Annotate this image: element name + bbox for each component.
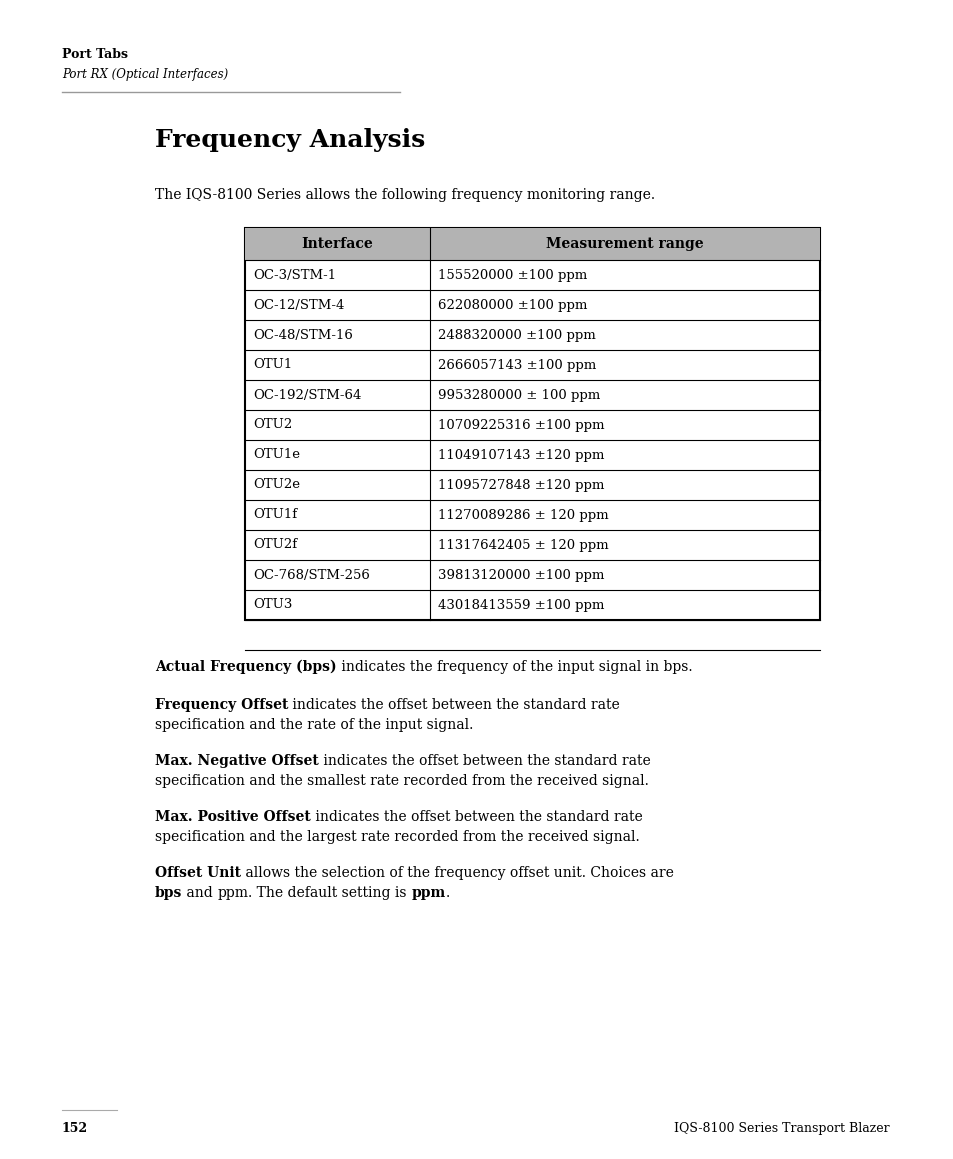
Text: 11095727848 ±120 ppm: 11095727848 ±120 ppm (437, 479, 604, 491)
Text: 9953280000 ± 100 ppm: 9953280000 ± 100 ppm (437, 388, 599, 401)
Text: OC-3/STM-1: OC-3/STM-1 (253, 269, 335, 282)
Text: OC-12/STM-4: OC-12/STM-4 (253, 299, 344, 312)
Text: Frequency Analysis: Frequency Analysis (154, 127, 425, 152)
Text: . The default setting is: . The default setting is (248, 885, 411, 901)
Text: indicates the offset between the standard rate: indicates the offset between the standar… (288, 698, 619, 712)
Text: OTU2f: OTU2f (253, 539, 296, 552)
Text: indicates the offset between the standard rate: indicates the offset between the standar… (318, 755, 650, 768)
Text: Port Tabs: Port Tabs (62, 48, 128, 61)
Text: Offset Unit: Offset Unit (154, 866, 241, 880)
Text: indicates the offset between the standard rate: indicates the offset between the standar… (311, 810, 641, 824)
Text: Port RX (Optical Interfaces): Port RX (Optical Interfaces) (62, 68, 228, 81)
Text: bps: bps (154, 885, 182, 901)
Text: 2488320000 ±100 ppm: 2488320000 ±100 ppm (437, 328, 595, 342)
Text: and: and (182, 885, 217, 901)
Text: OC-768/STM-256: OC-768/STM-256 (253, 569, 370, 582)
Text: Actual Frequency (bps): Actual Frequency (bps) (154, 659, 336, 675)
Bar (245, 228, 820, 620)
Text: ppm: ppm (411, 885, 445, 901)
Bar (245, 228, 820, 260)
Text: .: . (445, 885, 450, 901)
Text: OC-192/STM-64: OC-192/STM-64 (253, 388, 361, 401)
Text: 11317642405 ± 120 ppm: 11317642405 ± 120 ppm (437, 539, 608, 552)
Text: IQS-8100 Series Transport Blazer: IQS-8100 Series Transport Blazer (674, 1122, 889, 1135)
Text: 43018413559 ±100 ppm: 43018413559 ±100 ppm (437, 598, 604, 612)
Text: OTU3: OTU3 (253, 598, 292, 612)
Text: 622080000 ±100 ppm: 622080000 ±100 ppm (437, 299, 587, 312)
Text: ppm: ppm (217, 885, 248, 901)
Text: 155520000 ±100 ppm: 155520000 ±100 ppm (437, 269, 587, 282)
Text: Interface: Interface (301, 236, 373, 252)
Text: specification and the smallest rate recorded from the received signal.: specification and the smallest rate reco… (154, 774, 648, 788)
Text: 2666057143 ±100 ppm: 2666057143 ±100 ppm (437, 358, 596, 372)
Text: specification and the rate of the input signal.: specification and the rate of the input … (154, 717, 473, 732)
Text: specification and the largest rate recorded from the received signal.: specification and the largest rate recor… (154, 830, 639, 844)
Text: 11049107143 ±120 ppm: 11049107143 ±120 ppm (437, 449, 604, 461)
Text: Frequency Offset: Frequency Offset (154, 698, 288, 712)
Text: 10709225316 ±100 ppm: 10709225316 ±100 ppm (437, 418, 604, 431)
Text: allows the selection of the frequency offset unit. Choices are: allows the selection of the frequency of… (241, 866, 673, 880)
Text: 11270089286 ± 120 ppm: 11270089286 ± 120 ppm (437, 509, 608, 522)
Text: OTU1: OTU1 (253, 358, 292, 372)
Text: OTU1e: OTU1e (253, 449, 299, 461)
Text: indicates the frequency of the input signal in bps.: indicates the frequency of the input sig… (336, 659, 692, 675)
Text: 39813120000 ±100 ppm: 39813120000 ±100 ppm (437, 569, 604, 582)
Text: OTU2: OTU2 (253, 418, 292, 431)
Text: OTU2e: OTU2e (253, 479, 299, 491)
Text: Max. Positive Offset: Max. Positive Offset (154, 810, 311, 824)
Text: OC-48/STM-16: OC-48/STM-16 (253, 328, 353, 342)
Text: The IQS-8100 Series allows the following frequency monitoring range.: The IQS-8100 Series allows the following… (154, 188, 655, 202)
Text: Max. Negative Offset: Max. Negative Offset (154, 755, 318, 768)
Text: OTU1f: OTU1f (253, 509, 296, 522)
Text: 152: 152 (62, 1122, 88, 1135)
Text: Measurement range: Measurement range (546, 236, 703, 252)
